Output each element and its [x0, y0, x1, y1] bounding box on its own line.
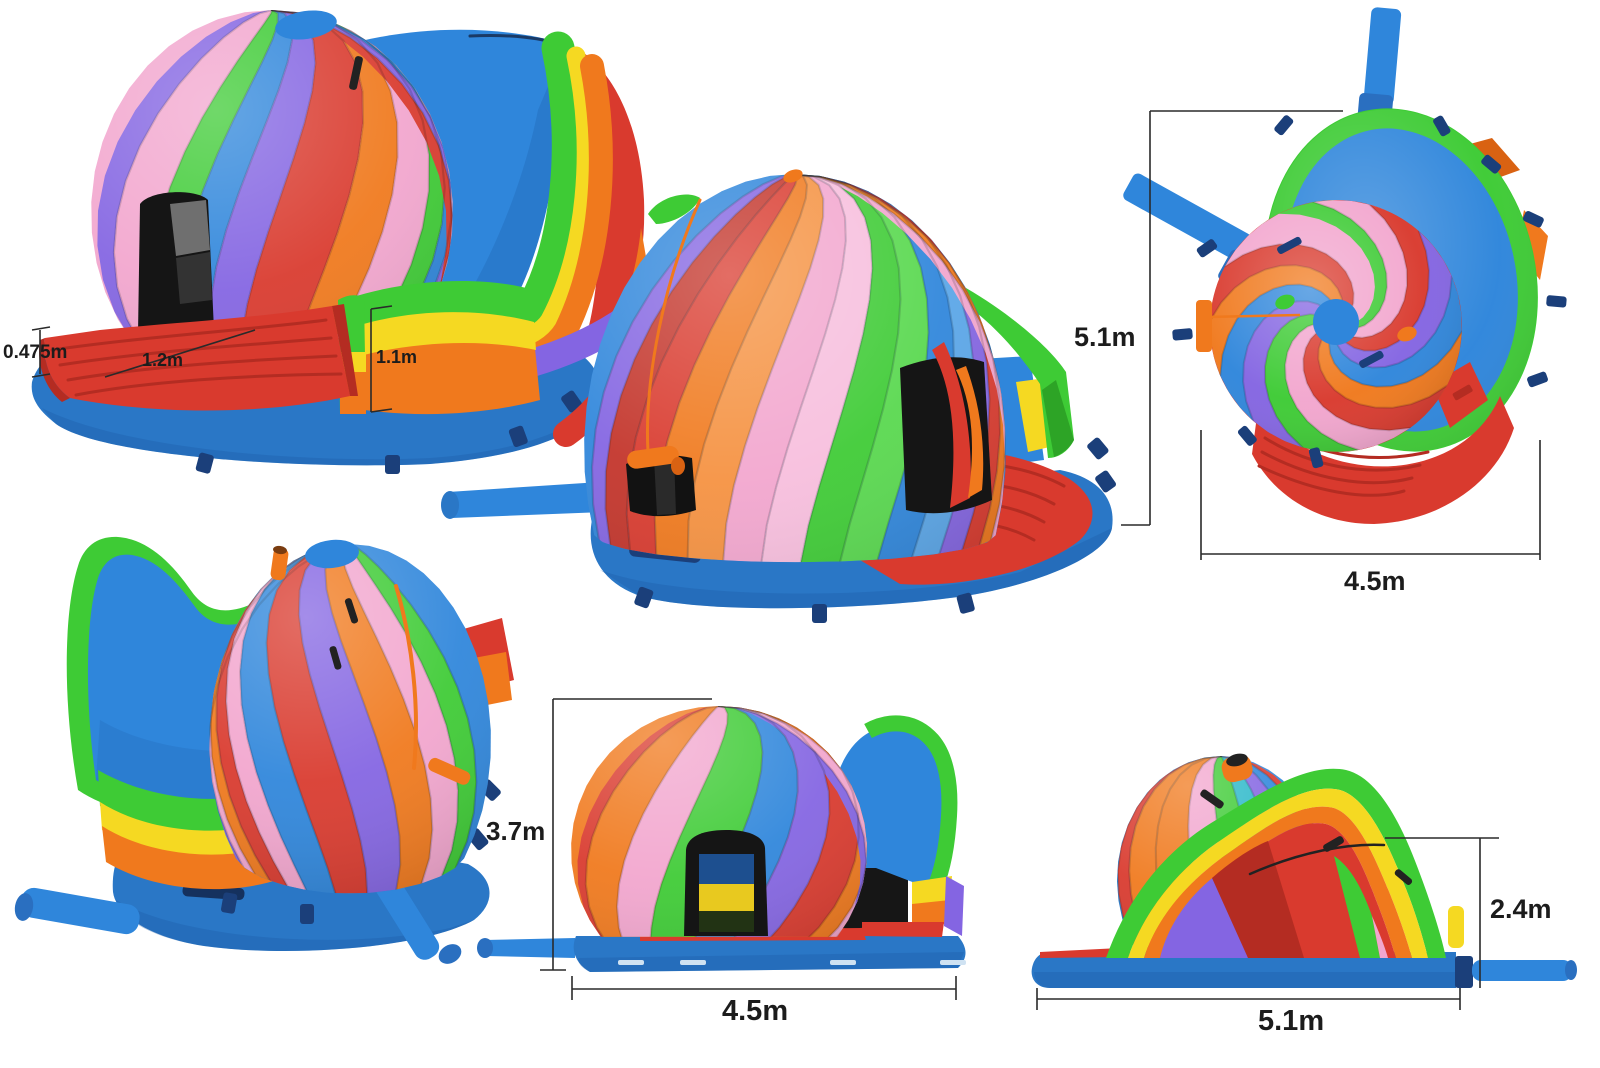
svg-text:4.5m: 4.5m: [1344, 566, 1406, 596]
svg-text:3.7m: 3.7m: [486, 816, 545, 846]
svg-text:0.475m: 0.475m: [3, 342, 67, 363]
svg-text:4.5m: 4.5m: [722, 995, 788, 1027]
svg-text:2.4m: 2.4m: [1490, 894, 1552, 924]
svg-text:5.1m: 5.1m: [1074, 322, 1136, 352]
svg-text:1.1m: 1.1m: [376, 347, 417, 367]
svg-text:1.2m: 1.2m: [142, 350, 183, 370]
svg-text:5.1m: 5.1m: [1258, 1005, 1324, 1037]
